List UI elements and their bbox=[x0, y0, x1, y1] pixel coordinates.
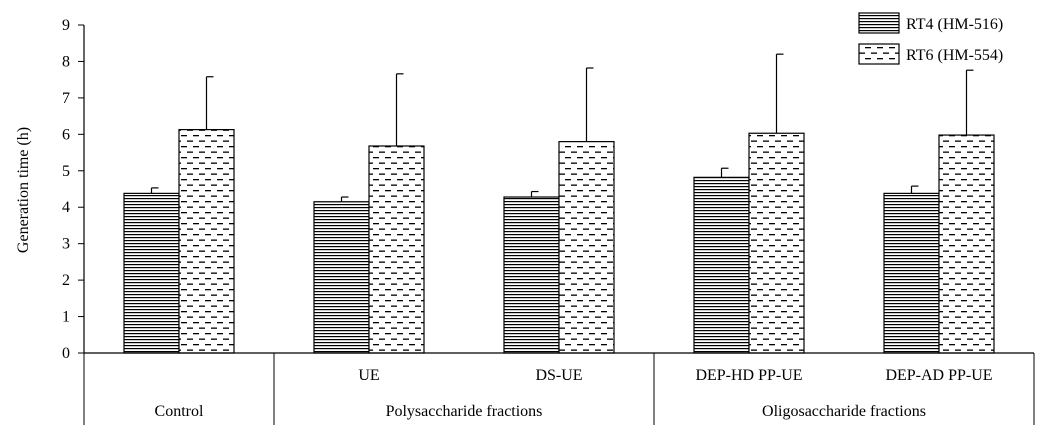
y-tick-label: 2 bbox=[62, 272, 70, 289]
y-axis-label: Generation time (h) bbox=[15, 127, 32, 253]
y-tick-label: 8 bbox=[62, 53, 70, 70]
bar-rt6 bbox=[938, 134, 995, 354]
bar-rt6 bbox=[178, 128, 235, 354]
y-tick-label: 3 bbox=[62, 236, 70, 253]
bar-rt6 bbox=[368, 145, 425, 354]
bar-rt6 bbox=[558, 141, 615, 354]
legend-label-rt4: RT4 (HM-516) bbox=[906, 16, 1003, 33]
x-category-label: DEP-AD PP-UE bbox=[885, 367, 992, 384]
x-category-label: DS-UE bbox=[535, 367, 582, 384]
y-tick-label: 0 bbox=[62, 345, 70, 362]
legend: RT4 (HM-516) RT6 (HM-554) bbox=[858, 12, 1003, 65]
group-label: Polysaccharide fractions bbox=[386, 403, 543, 420]
legend-swatch-rt4 bbox=[858, 12, 900, 34]
y-tick-label: 6 bbox=[62, 126, 70, 143]
y-axis-ticks: 0 1 2 3 4 5 6 7 8 9 bbox=[62, 17, 84, 362]
axes bbox=[83, 25, 1034, 354]
group-label: Oligosaccharide fractions bbox=[762, 403, 926, 420]
x-axis-category-table: Control Polysaccharide fractions UE DS-UE Ol… bbox=[83, 353, 1035, 425]
bar-rt4 bbox=[693, 176, 750, 354]
y-tick-label: 4 bbox=[62, 199, 70, 216]
y-tick-label: 5 bbox=[62, 163, 70, 180]
group-label: Control bbox=[155, 403, 204, 420]
error-bars bbox=[150, 53, 974, 202]
bars bbox=[123, 128, 995, 354]
bar-rt4 bbox=[123, 192, 180, 354]
bar-rt4 bbox=[313, 201, 370, 354]
y-tick-label: 7 bbox=[62, 90, 70, 107]
bar-rt4 bbox=[883, 192, 940, 354]
bar-rt6 bbox=[748, 132, 805, 354]
x-category-label: DEP-HD PP-UE bbox=[695, 367, 802, 384]
legend-label-rt6: RT6 (HM-554) bbox=[906, 47, 1003, 64]
x-category-label: UE bbox=[358, 367, 379, 384]
legend-swatch-rt6 bbox=[858, 43, 900, 65]
y-tick-label: 1 bbox=[62, 309, 70, 326]
y-tick-label: 9 bbox=[62, 17, 70, 34]
bar-rt4 bbox=[503, 196, 560, 354]
